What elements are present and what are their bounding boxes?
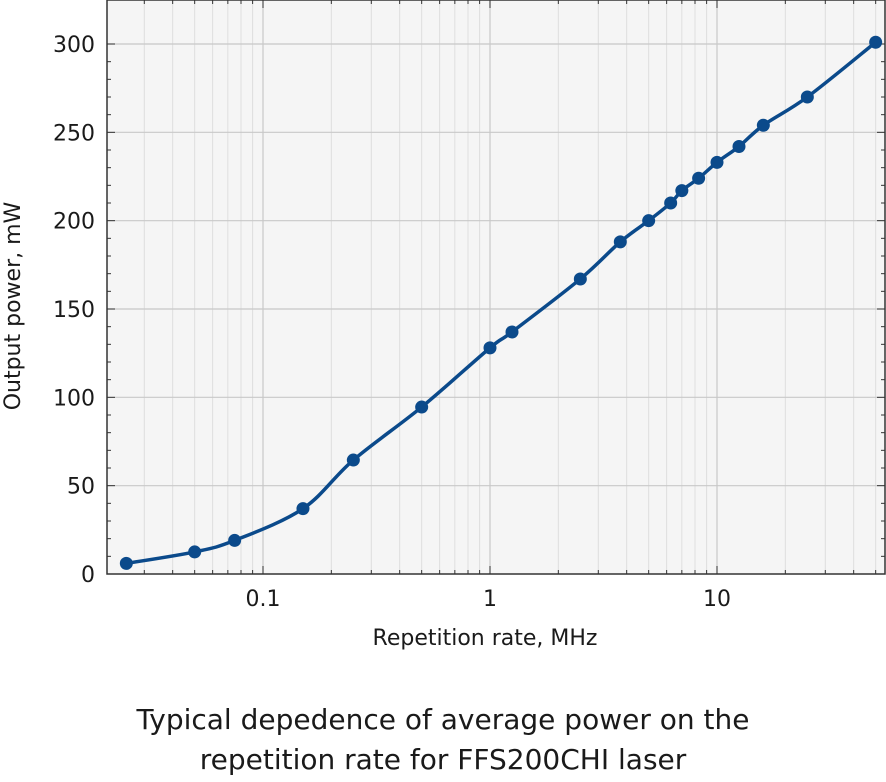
data-point <box>573 272 587 286</box>
data-point <box>613 235 627 249</box>
y-tick-label: 250 <box>53 121 95 146</box>
data-point <box>692 171 706 185</box>
caption-line-2: repetition rate for FFS200CHI laser <box>199 743 687 776</box>
series-layer <box>119 35 883 570</box>
chart: 0 50 100 150 200 250 300 0.1 1 10 Repetition rat… <box>1 0 886 651</box>
data-point <box>675 184 689 198</box>
data-point <box>188 545 202 559</box>
data-point <box>415 400 429 414</box>
y-tick-label: 0 <box>81 563 95 588</box>
x-tick-label: 1 <box>483 587 497 612</box>
figure-caption: Typical depedence of average power on th… <box>0 700 886 780</box>
y-tick-labels: 0 50 100 150 200 250 300 <box>53 33 95 588</box>
y-tick-label: 200 <box>53 210 95 235</box>
x-axis-label: Repetition rate, MHz <box>373 626 598 651</box>
data-point <box>505 325 519 339</box>
data-point <box>119 556 133 570</box>
data-point <box>732 139 746 153</box>
data-point <box>869 35 883 49</box>
data-point <box>756 118 770 132</box>
data-point <box>483 341 497 355</box>
grid <box>107 0 885 574</box>
data-point <box>664 196 678 210</box>
x-tick-labels: 0.1 1 10 <box>246 587 732 612</box>
y-tick-label: 50 <box>67 475 95 500</box>
data-point <box>642 214 656 228</box>
data-point <box>296 502 310 516</box>
data-point <box>346 453 360 467</box>
data-point <box>710 155 724 169</box>
y-axis-label: Output power, mW <box>1 201 26 410</box>
plot-frame <box>106 0 886 575</box>
caption-line-1: Typical depedence of average power on th… <box>136 703 750 736</box>
plot-background <box>107 0 885 574</box>
x-tick-label: 10 <box>703 587 731 612</box>
y-tick-label: 100 <box>53 386 95 411</box>
x-tick-label: 0.1 <box>246 587 281 612</box>
data-point <box>800 90 814 104</box>
y-tick-label: 150 <box>53 298 95 323</box>
data-point <box>228 533 242 547</box>
y-tick-label: 300 <box>53 33 95 58</box>
